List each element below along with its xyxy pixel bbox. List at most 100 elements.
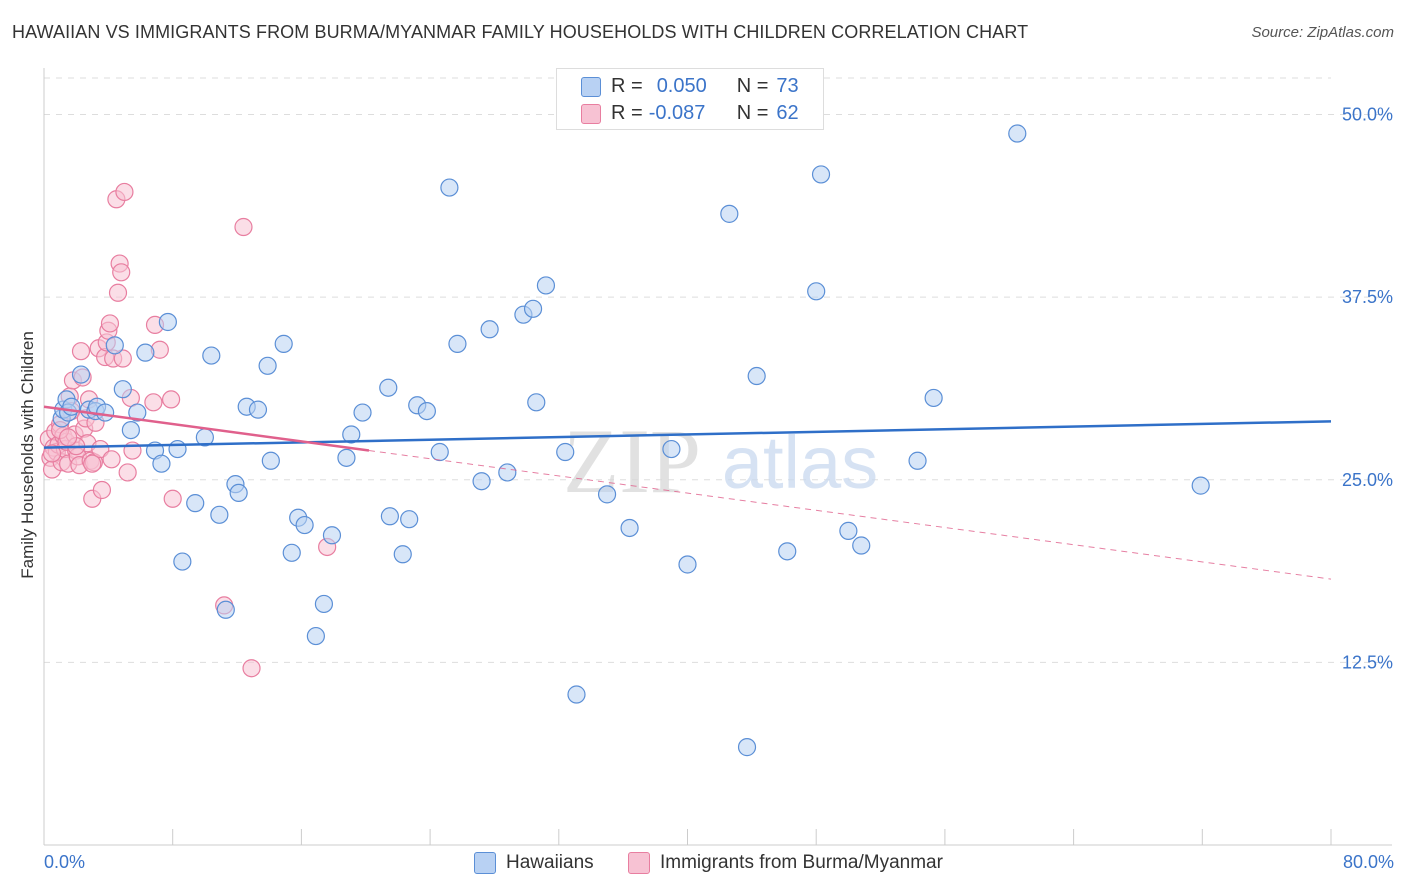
legend-item-burma: Immigrants from Burma/Myanmar: [628, 852, 943, 874]
hawaiian-point: [811, 165, 831, 184]
hawaiian-point: [448, 334, 467, 353]
burma-point: [92, 480, 112, 500]
hawaiian-point: [71, 365, 91, 384]
hawaiian-point: [248, 400, 268, 419]
legend-n-label: N =: [736, 101, 769, 124]
legend-n-value: 73: [776, 74, 799, 97]
hawaiian-point: [173, 552, 192, 571]
hawaiian-point: [314, 594, 334, 614]
burma-point: [91, 439, 110, 459]
hawaiian-point: [662, 439, 681, 459]
burma-point: [108, 283, 128, 302]
legend-r-value: -0.087: [648, 101, 706, 124]
hawaiian-point: [567, 685, 586, 704]
legend-label-burma: Immigrants from Burma/Myanmar: [660, 852, 943, 873]
burma-point: [83, 454, 102, 473]
hawaiian-point: [295, 515, 314, 535]
legend-swatch-hawaiians: [581, 77, 601, 97]
hawaiian-point: [168, 439, 187, 459]
burma-point: [163, 489, 182, 508]
hawaiian-point: [393, 545, 412, 564]
watermark-atlas: atlas: [722, 421, 878, 504]
hawaiian-point: [158, 312, 177, 332]
burma-point: [42, 444, 62, 463]
hawaiian-point: [417, 401, 436, 421]
legend-n-value: 62: [776, 101, 799, 124]
burma-point: [59, 428, 78, 447]
burma-point: [144, 393, 163, 412]
burma-point: [112, 263, 131, 282]
hawaiian-point: [152, 454, 171, 473]
gridlines: [44, 77, 1389, 663]
burma-point: [100, 314, 120, 333]
trend-line-burma-extension: [368, 450, 1332, 580]
hawaiian-point: [720, 204, 739, 223]
burma-point: [242, 659, 261, 678]
legend-row-hawaiians: R = 0.050 N = 73: [581, 73, 799, 99]
burma-point: [234, 217, 253, 237]
hawaiian-point: [282, 543, 301, 562]
hawaiian-point: [523, 299, 543, 318]
hawaiian-point: [322, 526, 342, 545]
legend-swatch-hawaiians: [474, 852, 496, 874]
y-tick-label: 25.0%: [1342, 470, 1393, 490]
trend-line-hawaiians: [43, 420, 1332, 449]
series-burma-points: [39, 182, 337, 678]
hawaiian-point: [113, 380, 132, 399]
burma-point: [113, 349, 132, 368]
hawaiian-point: [839, 521, 858, 540]
hawaiian-point: [353, 403, 372, 422]
hawaiian-point: [908, 451, 927, 470]
hawaiian-point: [924, 388, 943, 408]
hawaiian-point: [128, 403, 147, 422]
legend-swatch-burma: [628, 852, 650, 874]
hawaiian-point: [778, 542, 797, 561]
hawaiian-point: [202, 346, 221, 365]
hawaiian-point: [430, 442, 449, 462]
chart-title: HAWAIIAN VS IMMIGRANTS FROM BURMA/MYANMA…: [12, 22, 1029, 42]
legend-r-label: R =: [611, 101, 643, 124]
legend-label-hawaiians: Hawaiians: [506, 852, 594, 873]
burma-point: [102, 450, 121, 469]
hawaiian-point: [807, 282, 826, 301]
legend-r-value: 0.050: [656, 74, 707, 97]
burma-point: [71, 342, 91, 361]
hawaiian-point: [258, 356, 277, 375]
hawaiian-point: [597, 485, 617, 504]
trend-line-burma: [43, 405, 370, 452]
hawaiian-point: [498, 463, 517, 482]
hawaiian-point: [472, 472, 491, 491]
series-hawaiian-points: [52, 124, 1210, 757]
watermark-zip: ZIP: [563, 410, 701, 512]
hawaiian-point: [274, 334, 293, 353]
correlation-legend: R = 0.050 N = 73 R = -0.087 N = 62: [556, 68, 824, 130]
hawaiian-point: [136, 343, 155, 362]
y-tick-label: 50.0%: [1342, 105, 1393, 125]
hawaiian-point: [747, 366, 766, 386]
legend-r-label: R =: [611, 74, 643, 97]
trend-lines: [43, 405, 1332, 580]
hawaiian-point: [1008, 124, 1027, 143]
hawaiian-point: [105, 336, 124, 355]
legend-n-label: N =: [736, 74, 769, 97]
hawaiian-point: [737, 738, 757, 757]
y-tick-label: 37.5%: [1342, 287, 1393, 307]
hawaiian-point: [62, 397, 81, 416]
hawaiian-point: [337, 448, 356, 467]
hawaiian-point: [261, 451, 280, 470]
hawaiian-point: [852, 536, 871, 555]
legend-swatch-burma: [581, 104, 601, 124]
hawaiian-point: [556, 442, 575, 462]
axes: [43, 68, 1392, 846]
hawaiian-point: [480, 320, 499, 339]
watermark: ZIP atlas: [563, 410, 878, 512]
y-tick-label: 12.5%: [1342, 652, 1393, 672]
hawaiian-point: [527, 393, 546, 412]
hawaiian-point: [379, 378, 398, 397]
hawaiian-point: [306, 626, 325, 646]
source-label: Source: ZipAtlas.com: [1251, 24, 1394, 41]
y-tick-labels: 12.5% 25.0% 37.5% 50.0%: [1342, 105, 1393, 673]
hawaiian-point: [400, 510, 419, 529]
hawaiian-point: [216, 600, 235, 619]
